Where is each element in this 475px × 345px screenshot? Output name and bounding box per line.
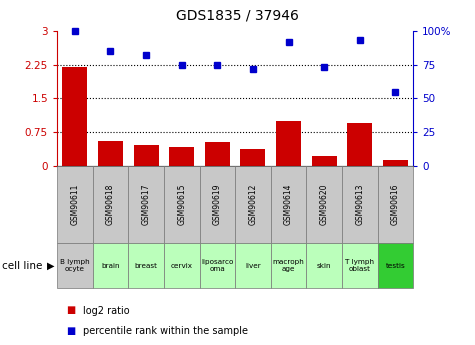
Text: liposarco
oma: liposarco oma [201,259,234,272]
Bar [93,166,128,243]
Text: GSM90619: GSM90619 [213,184,222,225]
Bar [205,142,230,166]
Bar [271,166,306,243]
Text: liver: liver [245,263,261,269]
Text: GSM90615: GSM90615 [177,184,186,225]
Text: GSM90618: GSM90618 [106,184,115,225]
Text: B lymph
ocyte: B lymph ocyte [60,259,90,272]
Text: ■: ■ [66,326,76,336]
Text: brain: brain [101,263,120,269]
Bar [164,243,200,288]
Bar [306,243,342,288]
Bar [383,160,408,166]
Text: cervix: cervix [171,263,193,269]
Bar [306,166,342,243]
Text: percentile rank within the sample: percentile rank within the sample [83,326,248,336]
Text: log2 ratio: log2 ratio [83,306,130,315]
Text: cell line: cell line [2,261,43,270]
Bar [128,166,164,243]
Text: macroph
age: macroph age [273,259,304,272]
Text: GSM90611: GSM90611 [70,184,79,225]
Bar [347,123,372,166]
Bar [235,166,271,243]
Text: testis: testis [386,263,405,269]
Bar [235,243,271,288]
Bar [342,243,378,288]
Bar [93,243,128,288]
Text: ▶: ▶ [47,261,55,270]
Bar [271,243,306,288]
Bar [57,243,93,288]
Bar [312,156,337,166]
Bar [169,147,194,166]
Text: ■: ■ [66,306,76,315]
Bar [62,67,87,166]
Text: skin: skin [317,263,332,269]
Bar [164,166,200,243]
Text: GSM90614: GSM90614 [284,184,293,225]
Bar [200,166,235,243]
Bar [276,121,301,166]
Text: GSM90616: GSM90616 [391,184,400,225]
Text: GSM90613: GSM90613 [355,184,364,225]
Text: T lymph
oblast: T lymph oblast [345,259,374,272]
Text: GDS1835 / 37946: GDS1835 / 37946 [176,9,299,23]
Bar [378,243,413,288]
Bar [133,146,159,166]
Text: GSM90612: GSM90612 [248,184,257,225]
Bar [57,166,93,243]
Bar [200,243,235,288]
Bar [342,166,378,243]
Bar [128,243,164,288]
Bar [98,141,123,166]
Text: GSM90617: GSM90617 [142,184,151,225]
Bar [240,149,266,166]
Text: breast: breast [134,263,158,269]
Bar [378,166,413,243]
Text: GSM90620: GSM90620 [320,184,329,225]
